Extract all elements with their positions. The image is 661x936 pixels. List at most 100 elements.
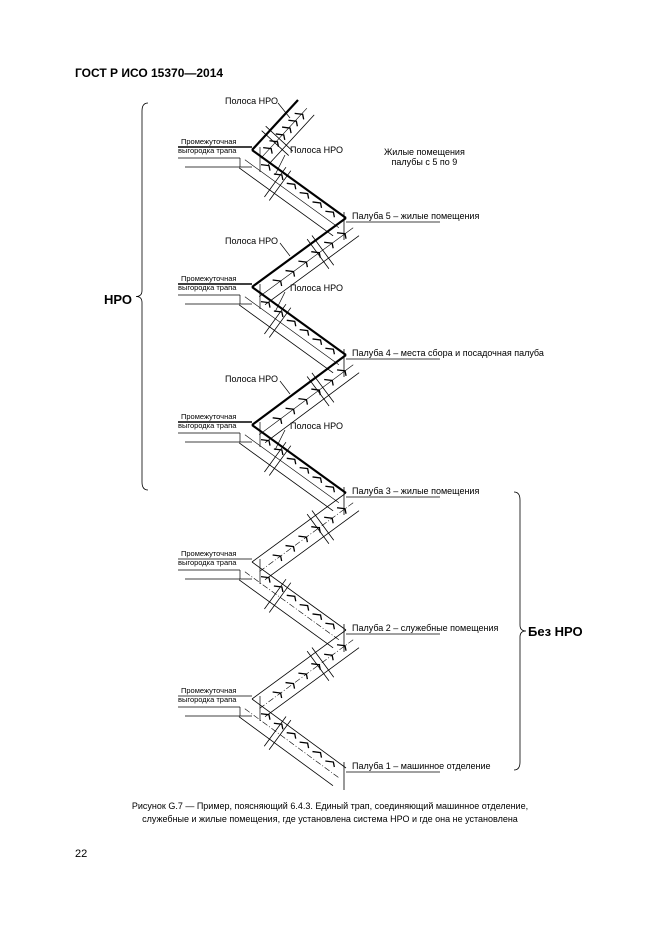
stair-step — [312, 338, 323, 346]
strip-leader — [279, 242, 291, 257]
stair-step — [286, 594, 297, 602]
stair-step — [285, 269, 296, 277]
stair-step — [325, 622, 336, 630]
break-mark — [264, 166, 287, 198]
deck-label: Палуба 4 – места сбора и посадочная палу… — [352, 348, 544, 358]
deck-label: Палуба 3 – жилые помещения — [352, 486, 480, 496]
stair-step — [298, 260, 309, 268]
stair-step — [272, 279, 283, 287]
stair-step — [312, 476, 323, 484]
break-mark — [306, 238, 330, 269]
break-mark — [264, 303, 287, 335]
break-mark — [268, 582, 292, 613]
stair-centre-line — [244, 571, 340, 641]
lpl-zone-label: НРО — [104, 292, 132, 307]
no-lpl-zone-label: Без НРО — [528, 624, 583, 639]
lpl-strip-label: Полоса НРО — [225, 96, 278, 106]
stair-step — [260, 301, 271, 308]
stair-step — [336, 232, 347, 239]
break-mark — [306, 513, 330, 544]
stair-stringer-line — [264, 647, 360, 718]
intermediate-enclosure-label: выгородка трапа — [178, 283, 237, 292]
document-header: ГОСТ Р ИСО 15370—2014 — [75, 66, 224, 80]
stair-step — [260, 713, 271, 720]
caption-line-1: Рисунок G.7 — Пример, поясняющий 6.4.3. … — [131, 801, 529, 811]
stair-step — [273, 173, 284, 181]
stair-step — [285, 681, 296, 689]
stair-step — [269, 140, 280, 147]
break-mark — [268, 445, 292, 476]
strip-leader — [274, 291, 286, 313]
stair-step — [273, 585, 284, 593]
stair-step — [325, 485, 336, 493]
stair-step — [336, 507, 347, 514]
lpl-strip-label: Полоса НРО — [225, 374, 278, 384]
strip-leader — [277, 102, 291, 119]
stair-step — [324, 516, 334, 524]
intermediate-enclosure-label: Промежуточная — [181, 137, 237, 146]
stair-step — [286, 457, 297, 465]
stair-stringer-line — [238, 716, 334, 787]
break-mark — [264, 441, 287, 473]
break-mark — [306, 650, 330, 681]
stair-centre-line — [244, 296, 340, 366]
break-mark — [263, 716, 287, 747]
no-lpl-brace — [513, 491, 527, 771]
stair-step — [324, 241, 334, 249]
break-mark — [268, 170, 292, 201]
lpl-strip-label: Полоса НРО — [290, 283, 343, 293]
stair-step — [312, 613, 323, 621]
stair-step — [299, 191, 310, 199]
stair-stringer-line — [238, 579, 334, 649]
stair-step — [286, 732, 297, 739]
stair-flight-line — [251, 561, 347, 631]
stair-step — [273, 310, 284, 318]
caption-line-2: служебные и жилые помещения, где установ… — [142, 814, 518, 824]
stair-stringer-line — [238, 167, 334, 237]
stair-step — [272, 417, 283, 424]
stair-step — [299, 741, 310, 749]
stair-step — [260, 164, 271, 171]
stair-step — [273, 722, 284, 730]
intermediate-enclosure-label: Промежуточная — [181, 412, 237, 421]
stair-stringer-line — [267, 114, 315, 166]
strip-leader — [274, 154, 286, 176]
intermediate-enclosure-label: выгородка трапа — [178, 421, 237, 430]
break-mark — [311, 647, 335, 678]
stair-step — [298, 535, 309, 543]
figure-caption: Рисунок G.7 — Пример, поясняющий 6.4.3. … — [60, 800, 600, 826]
intermediate-enclosure-label: выгородка трапа — [178, 558, 237, 567]
intermediate-enclosure-label: выгородка трапа — [178, 146, 237, 155]
stair-step — [299, 466, 310, 474]
lpl-strip-label: Полоса НРО — [290, 421, 343, 431]
break-mark — [311, 510, 335, 541]
strip-leader — [279, 380, 291, 395]
lpl-strip-label: Полоса НРО — [225, 236, 278, 246]
stair-step — [275, 133, 286, 141]
stair-step — [299, 603, 310, 611]
stair-stringer-line — [264, 510, 360, 581]
stair-step — [312, 201, 323, 209]
stair-stringer-line — [264, 372, 360, 443]
stair-step — [286, 319, 297, 327]
stair-step — [336, 644, 347, 651]
stair-step — [288, 119, 299, 127]
stair-step — [298, 672, 309, 680]
accommodation-note: Жилые помещения палубы с 5 по 9 — [384, 147, 465, 167]
break-mark — [265, 125, 294, 152]
deck-label: Палуба 2 – служебные помещения — [352, 623, 499, 633]
stair-centre-line — [244, 708, 340, 778]
stair-step — [285, 544, 296, 552]
break-mark — [264, 578, 287, 610]
stair-flight-line — [251, 629, 347, 700]
stair-step — [336, 369, 347, 377]
stair-step — [298, 398, 309, 405]
break-mark — [311, 235, 335, 266]
break-mark — [306, 376, 330, 407]
stair-step — [299, 328, 310, 336]
break-mark — [311, 372, 335, 403]
intermediate-enclosure-label: Промежуточная — [181, 274, 237, 283]
stair-step — [272, 691, 283, 699]
stair-step — [285, 407, 296, 415]
stair-step — [286, 182, 297, 190]
